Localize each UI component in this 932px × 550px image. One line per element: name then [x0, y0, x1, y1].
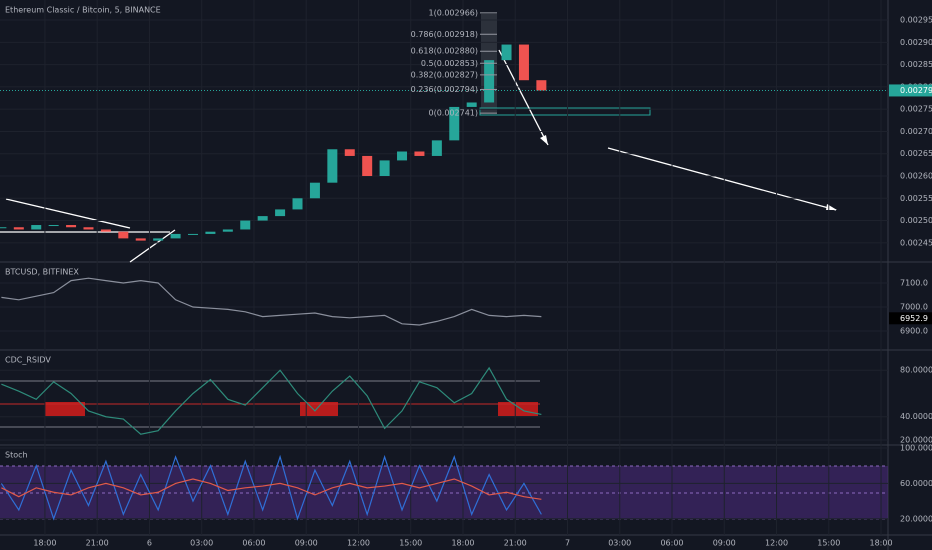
candle	[31, 225, 42, 230]
fib-label: 0.382(0.002827)	[411, 70, 478, 79]
candle	[83, 227, 94, 230]
y-tick-label: 80.0000	[900, 366, 932, 375]
candle	[118, 231, 129, 239]
candle	[292, 198, 303, 210]
fib-label: 0(0.002741)	[428, 109, 478, 118]
pane-title: BTCUSD, BITFINEX	[5, 268, 79, 277]
y-tick-label: 0.002950	[900, 16, 932, 25]
arrow	[607, 147, 837, 211]
series-line	[1, 478, 542, 500]
fib-label: 0.618(0.002880)	[411, 47, 478, 56]
x-tick-label: 21:00	[86, 539, 109, 548]
pane-title: Stoch	[5, 451, 28, 460]
x-tick-label: 18:00	[870, 539, 893, 548]
candle	[153, 238, 164, 241]
candle	[449, 106, 460, 141]
x-tick-label: 18:00	[33, 539, 56, 548]
candle	[397, 151, 408, 161]
y-tick-label: 7000.0	[900, 302, 928, 311]
candle	[379, 160, 390, 177]
candle	[414, 151, 425, 156]
candle	[13, 227, 24, 230]
candle	[327, 149, 338, 183]
x-tick-label: 03:00	[608, 539, 631, 548]
price-tag	[889, 84, 932, 97]
fib-label: 1(0.002966)	[428, 8, 478, 17]
y-tick-label: 100.0000	[900, 444, 932, 453]
x-tick-label: 15:00	[817, 539, 840, 548]
signal-block	[45, 402, 85, 416]
candle	[100, 229, 111, 232]
x-tick-label: 15:00	[399, 539, 422, 548]
x-tick-label: 09:00	[295, 539, 318, 548]
series-line	[0, 454, 542, 521]
x-tick-label: 18:00	[451, 539, 474, 548]
price-tag	[889, 312, 932, 325]
arrow	[498, 49, 549, 146]
trend-line	[5, 198, 131, 229]
fib-label: 0.5(0.002853)	[421, 59, 478, 68]
candle	[466, 102, 477, 107]
candle	[275, 209, 286, 217]
candle	[344, 149, 355, 156]
zone-box	[479, 107, 651, 116]
candle	[518, 44, 529, 81]
y-tick-label: 7100.0	[900, 278, 928, 287]
candle	[484, 60, 495, 103]
pane-title: CDC_RSIDV	[5, 356, 51, 365]
candle	[0, 227, 7, 229]
candle	[501, 44, 512, 61]
candle	[240, 220, 251, 230]
candle	[205, 231, 216, 234]
fib-label: 0.236(0.002794)	[411, 85, 478, 94]
x-tick-label: 09:00	[713, 539, 736, 548]
price-tag-label: 0.002792	[900, 86, 932, 95]
candle	[536, 80, 547, 91]
y-tick-label: 20.0000	[900, 514, 932, 523]
price-tag-label: 6952.9	[900, 314, 928, 323]
candle	[48, 225, 59, 227]
candle	[362, 155, 373, 177]
y-tick-label: 6900.0	[900, 326, 928, 335]
pane-title: Ethereum Classic / Bitcoin, 5, BINANCE	[5, 6, 161, 15]
fib-label: 0.786(0.002918)	[411, 30, 478, 39]
series-line	[1, 277, 542, 326]
y-tick-label: 20.0000	[900, 436, 932, 445]
x-tick-label: 06:00	[242, 539, 265, 548]
candle	[170, 233, 181, 239]
candle	[222, 229, 233, 232]
x-tick-label: 03:00	[190, 539, 213, 548]
candle	[187, 233, 198, 235]
arrow	[129, 229, 176, 263]
y-tick-label: 40.0000	[900, 412, 932, 421]
x-tick-label: 12:00	[347, 539, 370, 548]
candle	[431, 140, 442, 156]
candle	[309, 182, 320, 199]
series-line	[1, 366, 542, 435]
y-tick-label: 60.0000	[900, 479, 932, 488]
arrow-head	[540, 135, 548, 145]
x-tick-label: 6	[147, 539, 152, 548]
x-tick-label: 12:00	[765, 539, 788, 548]
candle	[135, 238, 146, 241]
signal-block	[498, 402, 538, 416]
candle	[257, 216, 268, 221]
x-tick-label: 21:00	[504, 539, 527, 548]
x-tick-label: 7	[565, 539, 570, 548]
candle	[66, 225, 77, 228]
x-tick-label: 06:00	[660, 539, 683, 548]
